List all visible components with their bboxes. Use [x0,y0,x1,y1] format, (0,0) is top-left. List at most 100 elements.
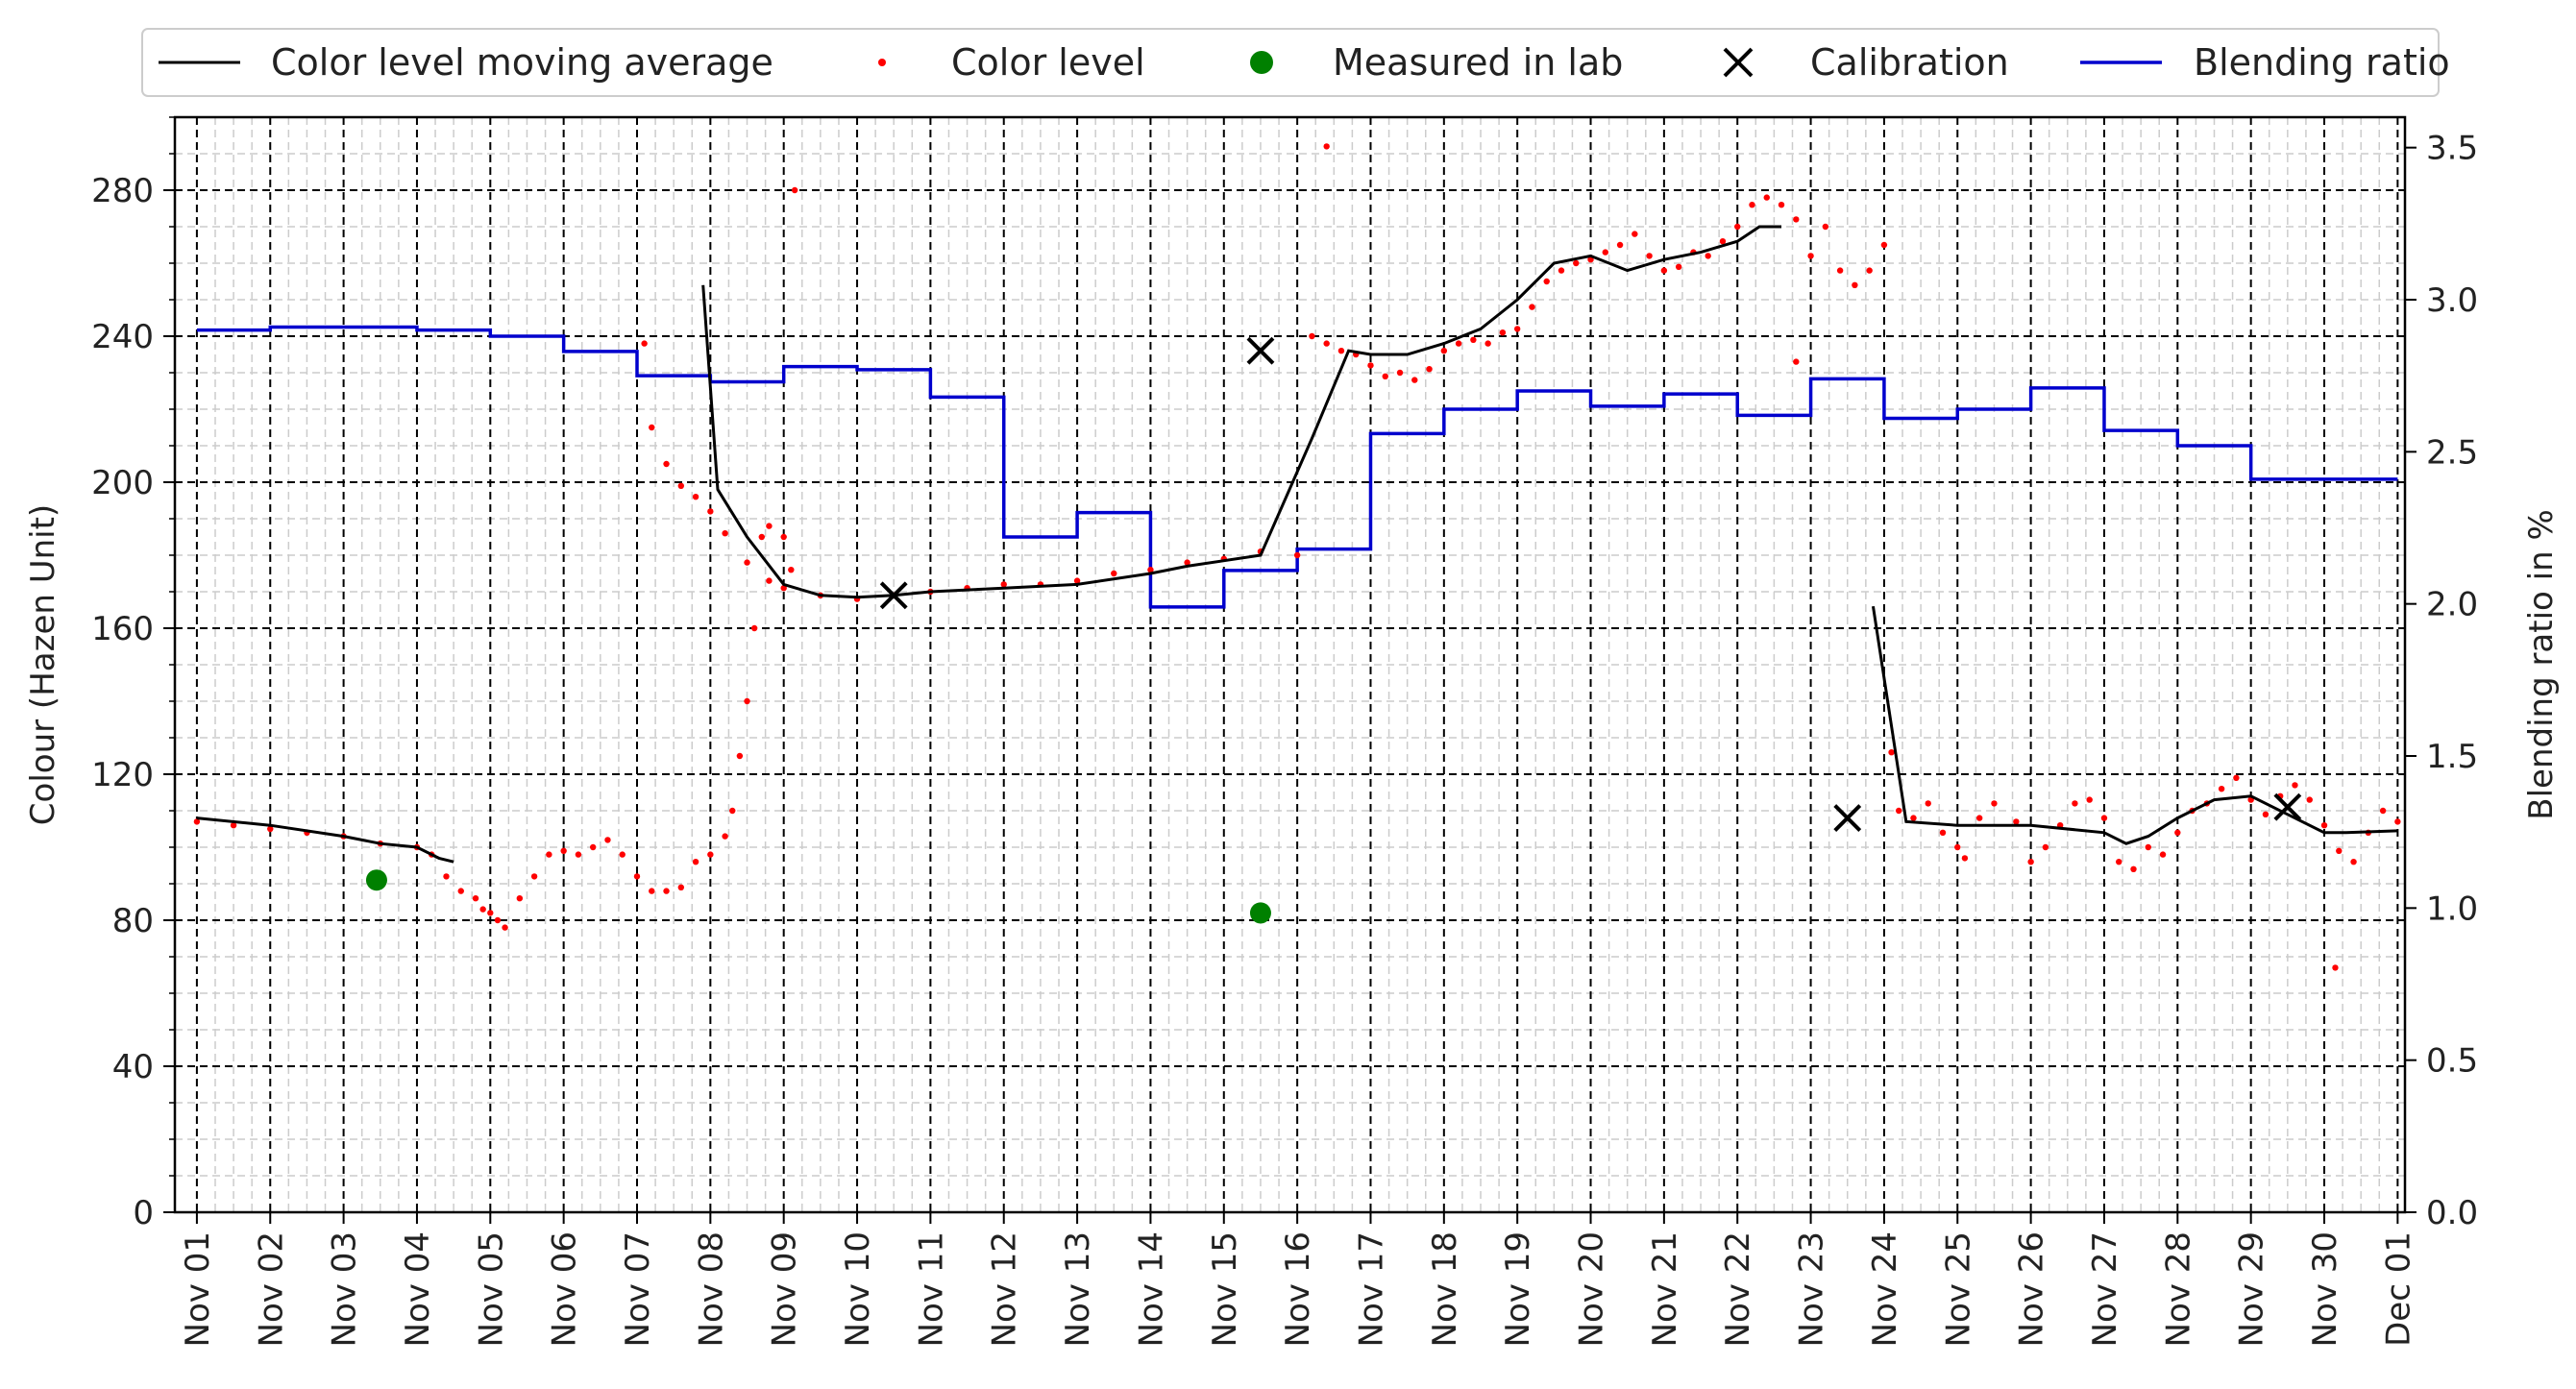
color-level-point [487,910,494,916]
color-level-point [729,807,736,815]
x-tick-label: Nov 14 [1132,1231,1170,1347]
x-tick-label: Nov 29 [2233,1231,2271,1347]
color-level-point [722,833,728,840]
calibration-marker [1246,336,1275,365]
color-level-point [2072,800,2078,807]
color-level-point [1778,202,1785,208]
color-level-point [2027,859,2034,865]
color-level-point [1543,278,1550,285]
color-level-point [1309,332,1315,340]
color-level-point [1184,559,1190,566]
legend-label-color-level: Color level [951,41,1145,84]
color-level-point [1573,259,1580,267]
color-level-point [1880,241,1888,249]
grid-layer [175,116,2405,1212]
color-level-point [1323,340,1330,347]
color-level-point [1426,366,1433,373]
color-level-point [1646,253,1653,259]
color-level-point [2042,843,2049,851]
legend-swatch-calibration [1723,47,1754,78]
color-level-point [1411,377,1418,383]
legend-label-moving-average: Color level moving average [271,41,773,84]
color-level-point [1529,304,1535,310]
color-level-point [1793,216,1800,223]
color-level-point [1367,362,1374,369]
y2-tick-label: 3.0 [2426,281,2478,320]
color-level-point [516,895,524,902]
y-tick-label: 200 [91,464,154,502]
x-tick-label: Dec 01 [2379,1231,2417,1347]
color-level-point [1470,336,1477,343]
calibration-marker-stroke [2273,792,2302,821]
color-level-point [677,884,685,890]
x-tick-label: Nov 05 [472,1231,510,1347]
color-level-point [663,888,670,894]
color-level-point [2332,964,2339,971]
x-tick-label: Nov 13 [1059,1231,1097,1347]
color-level-point [2336,847,2343,854]
y2-tick-label: 1.0 [2426,889,2478,928]
color-level-point [736,752,744,760]
calibration-marker [879,581,908,610]
x-tick-label: Nov 02 [252,1231,290,1347]
color-level-point [589,843,597,851]
y2-tick-label: 0.5 [2426,1042,2478,1081]
color-level-point [1602,249,1608,256]
color-level-point [1484,340,1491,347]
x-tick-label: Nov 28 [2159,1231,2197,1347]
color-level-point [2292,782,2298,789]
color-level-point [1000,581,1007,588]
color-level-point [766,523,773,529]
legend-label-lab: Measured in lab [1333,41,1623,84]
color-level-point [546,851,552,858]
color-level-point [2130,865,2137,872]
y2-tick-label: 0.0 [2426,1194,2478,1232]
color-level-point [2379,807,2387,815]
color-level-point [1939,829,1947,836]
legend-swatch-calibration-stroke [1723,47,1754,78]
color-level-point [663,460,670,468]
color-level-point [1293,551,1301,559]
x-tick-label: Nov 09 [766,1231,804,1347]
calibration-marker [1833,804,1862,833]
x-tick-label: Nov 17 [1352,1231,1390,1347]
color-level-point [2145,843,2151,851]
color-level-point [1323,143,1330,150]
x-tick-label: Nov 26 [2013,1231,2051,1347]
color-level-point [560,847,567,854]
lab-measurement-point [365,869,387,891]
color-level-point [2394,818,2401,825]
color-level-point [2320,822,2328,829]
color-level-point [193,818,201,825]
x-tick-label: Nov 10 [839,1231,877,1347]
color-level-point [1888,749,1895,756]
x-tick-label: Nov 07 [619,1231,657,1347]
color-level-point [766,577,773,584]
color-level-point [649,888,655,894]
color-level-point [1866,267,1873,274]
color-level-point [604,837,611,843]
color-level-point [1558,267,1565,274]
y-tick-label: 240 [91,318,154,356]
color-level-point [758,533,765,541]
color-level-point [1954,843,1961,851]
moving-average-line [196,816,454,864]
color-level-point [1631,231,1638,237]
y-tick-label: 0 [133,1194,154,1232]
y2-tick-label: 3.5 [2426,130,2478,168]
color-level-point [1910,815,1917,821]
color-level-point [2174,829,2181,836]
color-level-point [2350,859,2357,865]
color-level-point [1440,348,1448,354]
color-level-point [530,873,538,880]
color-level-point [1499,329,1507,336]
color-level-point [575,851,582,858]
x-tick-label: Nov 25 [1939,1231,1977,1347]
x-tick-label: Nov 23 [1793,1231,1831,1347]
x-tick-label: Nov 30 [2306,1231,2344,1347]
x-tick-label: Nov 12 [986,1231,1024,1347]
color-level-point [2262,811,2269,817]
calibration-marker-stroke [879,581,908,610]
color-level-point [1513,326,1521,332]
x-tick-label: Nov 21 [1646,1231,1684,1347]
